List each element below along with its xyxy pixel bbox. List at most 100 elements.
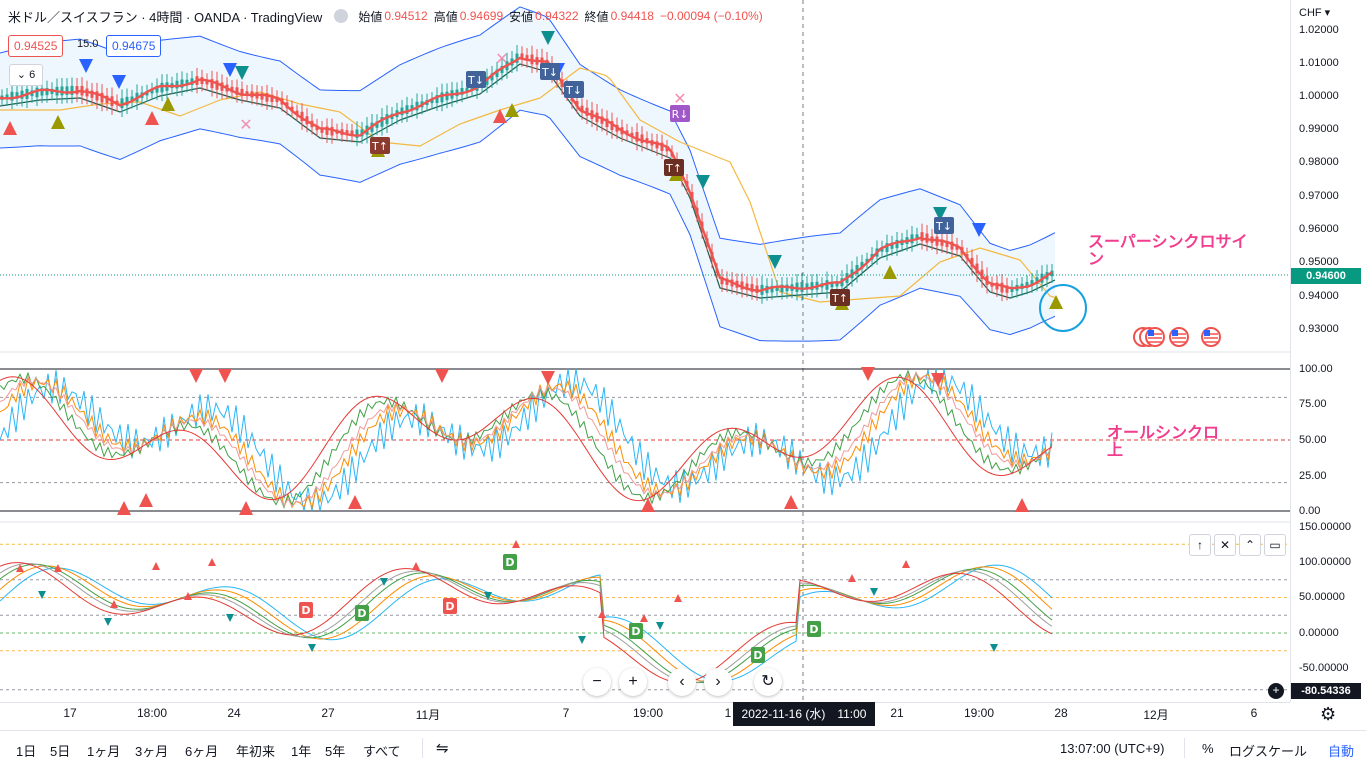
time-tick: 28: [1054, 706, 1068, 720]
candle: [755, 285, 759, 293]
candle: [635, 132, 639, 142]
candle: [70, 85, 74, 95]
time-tick: 18:00: [136, 706, 168, 720]
zoom-out-icon[interactable]: −: [583, 668, 611, 696]
candle: [465, 87, 469, 92]
candle: [920, 232, 924, 242]
time-tick: 24: [227, 706, 241, 720]
osc1-sell-signal: [931, 373, 945, 387]
osc2-buy-dot: [208, 558, 216, 566]
buy-button[interactable]: 0.94675: [106, 35, 162, 57]
osc2-buy-dot: [152, 562, 160, 570]
osc1-buy-signal: [348, 495, 362, 509]
label-marker-text: R↓: [672, 108, 689, 121]
range-button[interactable]: 3ヶ月: [135, 744, 169, 759]
candle: [415, 101, 419, 111]
candle: [1025, 282, 1029, 288]
osc1-buy-signal: [239, 501, 253, 515]
range-button[interactable]: 年初来: [236, 744, 276, 759]
candle: [265, 93, 269, 102]
range-button[interactable]: 5日: [50, 744, 71, 759]
auto-scale-toggle[interactable]: 自動: [1328, 744, 1355, 759]
close-icon[interactable]: ✕: [1214, 534, 1236, 556]
d-marker: [355, 605, 369, 621]
price-axis[interactable]: CHF ▾ 1.02000 1.01000 1.00000 0.99000 0.9800…: [1290, 0, 1366, 702]
candle: [410, 105, 414, 111]
range-button[interactable]: 1ヶ月: [87, 744, 121, 759]
candle: [520, 53, 524, 60]
candle: [205, 79, 209, 85]
divider: [1184, 738, 1185, 758]
range-button[interactable]: 5年: [325, 744, 346, 759]
candle: [400, 107, 404, 116]
candle: [1035, 277, 1039, 284]
buy-signal: [883, 265, 897, 279]
sell-signal: [933, 207, 947, 221]
range-button[interactable]: 1年: [291, 744, 312, 759]
osc2-buy-dot: [512, 540, 520, 548]
time-tick: 11月: [415, 708, 441, 722]
candle: [345, 130, 349, 136]
candle: [585, 107, 589, 116]
osc2-buy-dot: [54, 564, 62, 572]
candle: [720, 276, 724, 285]
clock[interactable]: 13:07:00 (UTC+9): [1060, 741, 1165, 756]
eye-icon[interactable]: [334, 9, 349, 23]
candle: [1005, 285, 1009, 293]
osc2-buy-dot: [598, 610, 606, 618]
scroll-left-icon[interactable]: ‹: [668, 668, 696, 696]
settings-icon[interactable]: ⚙: [1320, 704, 1337, 724]
candle: [320, 127, 324, 133]
time-axis[interactable]: [0, 702, 1290, 731]
candle: [355, 129, 359, 138]
candle: [975, 263, 979, 274]
buy-signal: [3, 121, 17, 135]
range-button[interactable]: 6ヶ月: [185, 744, 219, 759]
osc2-tick: 100.00000: [1299, 556, 1351, 568]
annotation-super-sync: スーパーシンクロサイン: [1088, 234, 1248, 268]
indicators-toggle[interactable]: ⌄ 6: [9, 64, 43, 86]
sell-signal: [696, 175, 710, 189]
percent-toggle[interactable]: %: [1202, 741, 1214, 756]
scroll-right-icon[interactable]: ›: [704, 668, 732, 696]
high-value: 0.94699: [459, 9, 504, 23]
low-value: 0.94322: [535, 9, 579, 23]
d-marker-text: D: [505, 556, 514, 569]
osc2-tick: 150.00000: [1299, 521, 1351, 533]
candle: [185, 79, 189, 86]
currency-label[interactable]: CHF ▾: [1299, 7, 1331, 19]
osc2-sell-dot: [38, 591, 46, 599]
log-scale-toggle[interactable]: ログスケール: [1229, 744, 1308, 759]
close-value: 0.94418: [610, 9, 654, 23]
range-button[interactable]: 1日: [16, 744, 37, 759]
sell-signal: [235, 66, 249, 80]
compare-icon[interactable]: ⇋: [436, 740, 449, 757]
label-marker: [370, 137, 390, 154]
time-tick: 21: [890, 706, 904, 720]
range-button[interactable]: すべて: [363, 744, 401, 759]
candle: [215, 80, 219, 90]
plus-circle-icon[interactable]: +: [1268, 683, 1284, 699]
arrow-up-icon[interactable]: ↑: [1189, 534, 1211, 556]
candle: [885, 243, 889, 253]
us-flag-icon[interactable]: [1132, 326, 1224, 351]
zoom-in-icon[interactable]: +: [619, 668, 647, 696]
candle: [1010, 286, 1014, 292]
candle: [660, 142, 664, 151]
sell-signal: [541, 31, 555, 45]
candle: [245, 91, 249, 96]
symbol-title[interactable]: 米ドル／スイスフラン · 4時間 · OANDA · TradingView: [8, 9, 323, 25]
osc2-sell-dot: [308, 644, 316, 652]
reset-icon[interactable]: ↻: [754, 668, 782, 696]
time-tick: 19:00: [963, 706, 995, 720]
sell-button[interactable]: 0.94525: [8, 35, 64, 57]
maximize-icon[interactable]: ▭: [1264, 534, 1286, 556]
sell-signal: [112, 75, 126, 89]
price-tick: 0.99000: [1299, 123, 1339, 135]
collapse-icon[interactable]: ⌃: [1239, 534, 1261, 556]
candle: [775, 286, 779, 291]
candle: [780, 284, 784, 293]
osc2-buy-dot: [412, 562, 420, 570]
chart-area[interactable]: T↓ T↓ T↓ T↑ R↓ T↑ T↑ T↓ ✕ ✕ ✕ D D D D D D D: [0, 0, 1290, 702]
sell-signal: [79, 59, 93, 73]
